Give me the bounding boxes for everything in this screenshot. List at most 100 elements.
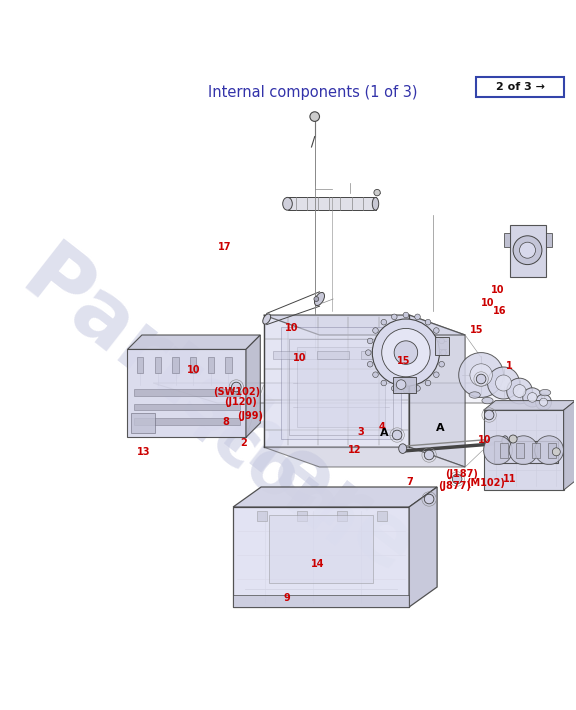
Polygon shape (155, 357, 161, 373)
Circle shape (495, 375, 511, 391)
FancyBboxPatch shape (476, 77, 564, 97)
Circle shape (425, 494, 434, 504)
Polygon shape (435, 337, 449, 355)
Polygon shape (131, 413, 156, 433)
Ellipse shape (469, 392, 480, 398)
Ellipse shape (283, 197, 292, 210)
Text: 10: 10 (478, 435, 491, 445)
Polygon shape (563, 400, 575, 490)
Circle shape (374, 190, 380, 196)
Polygon shape (281, 327, 401, 439)
Circle shape (476, 374, 486, 384)
Circle shape (425, 381, 431, 386)
Circle shape (507, 378, 532, 404)
Polygon shape (134, 404, 240, 410)
Text: A: A (380, 428, 388, 438)
Circle shape (540, 398, 548, 406)
Circle shape (367, 338, 373, 344)
Text: 10: 10 (481, 297, 494, 307)
Circle shape (392, 386, 397, 391)
Polygon shape (134, 389, 240, 395)
Text: 16: 16 (493, 306, 506, 316)
Text: .com: .com (175, 392, 372, 567)
Circle shape (458, 353, 503, 398)
Circle shape (382, 329, 430, 377)
Text: 8: 8 (223, 417, 230, 427)
Text: 3: 3 (357, 427, 364, 437)
Text: 17: 17 (218, 242, 232, 252)
Circle shape (535, 436, 563, 464)
Text: 10: 10 (293, 353, 306, 363)
Text: (SW102): (SW102) (214, 388, 261, 398)
Polygon shape (273, 351, 305, 359)
Text: 10: 10 (285, 323, 298, 333)
Polygon shape (127, 349, 246, 437)
Circle shape (394, 341, 418, 364)
Circle shape (483, 436, 512, 464)
Circle shape (415, 314, 420, 320)
Text: 11: 11 (502, 474, 516, 484)
Circle shape (381, 320, 386, 325)
Circle shape (552, 448, 560, 456)
Circle shape (403, 312, 409, 318)
Circle shape (520, 242, 536, 258)
Polygon shape (377, 511, 386, 520)
Text: 14: 14 (311, 559, 325, 569)
Polygon shape (137, 357, 143, 373)
Polygon shape (263, 447, 465, 467)
Polygon shape (532, 443, 540, 458)
Circle shape (439, 361, 445, 367)
Circle shape (439, 338, 445, 344)
Polygon shape (409, 487, 437, 607)
Polygon shape (297, 347, 385, 427)
Circle shape (372, 319, 439, 386)
Polygon shape (127, 335, 260, 349)
Polygon shape (510, 224, 546, 277)
Text: 10: 10 (187, 366, 200, 376)
Circle shape (396, 380, 406, 389)
Polygon shape (134, 418, 240, 425)
Circle shape (415, 386, 420, 391)
Circle shape (425, 320, 431, 325)
Polygon shape (225, 357, 232, 373)
Circle shape (381, 381, 386, 386)
Polygon shape (269, 515, 373, 583)
Circle shape (425, 450, 434, 460)
Circle shape (484, 410, 494, 420)
Ellipse shape (372, 197, 378, 210)
Circle shape (403, 388, 409, 393)
Ellipse shape (502, 436, 508, 445)
Polygon shape (233, 595, 409, 607)
Text: (J120): (J120) (223, 397, 256, 407)
Circle shape (310, 111, 320, 121)
Circle shape (452, 474, 462, 484)
Polygon shape (263, 315, 465, 335)
Text: 9: 9 (283, 593, 290, 603)
Text: Partshere: Partshere (5, 236, 430, 594)
Polygon shape (207, 357, 214, 373)
Text: 2 of 3 →: 2 of 3 → (496, 82, 545, 92)
Text: 13: 13 (137, 447, 150, 457)
Polygon shape (297, 511, 306, 520)
Polygon shape (263, 315, 409, 447)
Circle shape (367, 361, 373, 367)
Text: 15: 15 (397, 356, 411, 366)
Polygon shape (233, 507, 409, 607)
Polygon shape (317, 351, 349, 359)
Circle shape (509, 436, 538, 464)
Polygon shape (548, 443, 556, 458)
Polygon shape (233, 487, 437, 507)
Circle shape (470, 364, 492, 386)
Circle shape (373, 372, 378, 378)
Circle shape (522, 388, 542, 407)
Circle shape (536, 394, 551, 410)
Circle shape (434, 328, 439, 333)
Polygon shape (516, 443, 524, 458)
Ellipse shape (314, 293, 324, 305)
Text: Internal components (1 of 3): Internal components (1 of 3) (209, 85, 418, 100)
Text: (J99): (J99) (237, 411, 263, 421)
Circle shape (509, 435, 517, 443)
Circle shape (513, 236, 542, 265)
Circle shape (373, 328, 378, 333)
Text: A: A (435, 422, 444, 432)
